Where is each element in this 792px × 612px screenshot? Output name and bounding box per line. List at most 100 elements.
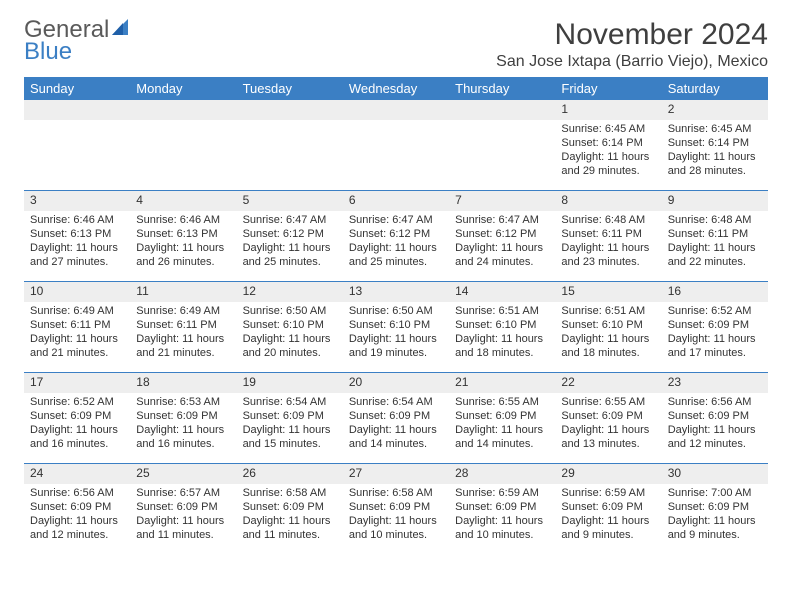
day-detail-line: Sunrise: 6:54 AM (243, 395, 337, 409)
calendar-day-cell: 7Sunrise: 6:47 AMSunset: 6:12 PMDaylight… (449, 191, 555, 282)
day-number: 23 (662, 373, 768, 393)
day-detail-line: Daylight: 11 hours and 15 minutes. (243, 423, 337, 452)
calendar-day-cell: 10Sunrise: 6:49 AMSunset: 6:11 PMDayligh… (24, 282, 130, 373)
day-number: 29 (555, 464, 661, 484)
day-detail-line: Daylight: 11 hours and 18 minutes. (455, 332, 549, 361)
calendar-empty-cell (343, 100, 449, 191)
day-detail-line: Sunrise: 6:45 AM (561, 122, 655, 136)
day-detail-line: Sunrise: 6:57 AM (136, 486, 230, 500)
day-detail-line: Sunset: 6:11 PM (561, 227, 655, 241)
day-number (343, 100, 449, 120)
day-detail-line: Sunrise: 6:46 AM (136, 213, 230, 227)
day-detail-line: Sunset: 6:09 PM (243, 409, 337, 423)
day-detail-line: Sunset: 6:12 PM (349, 227, 443, 241)
day-detail-line: Sunset: 6:09 PM (136, 500, 230, 514)
day-number: 28 (449, 464, 555, 484)
day-detail-line: Sunrise: 6:48 AM (561, 213, 655, 227)
day-detail-line: Daylight: 11 hours and 18 minutes. (561, 332, 655, 361)
day-number (449, 100, 555, 120)
calendar-day-cell: 28 Sunrise: 6:59 AMSunset: 6:09 PMDayligh… (449, 464, 555, 555)
day-detail-line: Sunset: 6:09 PM (455, 500, 549, 514)
calendar-day-cell: 22Sunrise: 6:55 AMSunset: 6:09 PMDayligh… (555, 373, 661, 464)
day-number: 7 (449, 191, 555, 211)
day-detail-line: Daylight: 11 hours and 29 minutes. (561, 150, 655, 179)
day-detail-line: Daylight: 11 hours and 9 minutes. (668, 514, 762, 543)
calendar-day-cell: 20Sunrise: 6:54 AMSunset: 6:09 PMDayligh… (343, 373, 449, 464)
calendar-day-cell: 6Sunrise: 6:47 AMSunset: 6:12 PMDaylight… (343, 191, 449, 282)
weekday-header: Thursday (449, 77, 555, 100)
day-detail-line: Sunset: 6:13 PM (30, 227, 124, 241)
day-detail-line: Sunrise: 6:50 AM (243, 304, 337, 318)
day-detail-line: Sunrise: 6:52 AM (30, 395, 124, 409)
calendar-day-cell: 15Sunrise: 6:51 AMSunset: 6:10 PMDayligh… (555, 282, 661, 373)
calendar-day-cell: 24Sunrise: 6:56 AMSunset: 6:09 PMDayligh… (24, 464, 130, 555)
logo-text-blue: Blue (24, 40, 132, 64)
day-detail-line: Daylight: 11 hours and 22 minutes. (668, 241, 762, 270)
weekday-header: Friday (555, 77, 661, 100)
calendar-day-cell: 18Sunrise: 6:53 AMSunset: 6:09 PMDayligh… (130, 373, 236, 464)
calendar-day-cell: 21Sunrise: 6:55 AMSunset: 6:09 PMDayligh… (449, 373, 555, 464)
day-number: 14 (449, 282, 555, 302)
day-detail-line: Sunset: 6:10 PM (349, 318, 443, 332)
weekday-header: Saturday (662, 77, 768, 100)
day-detail-line: Daylight: 11 hours and 28 minutes. (668, 150, 762, 179)
day-detail-line: Sunrise: 6:52 AM (668, 304, 762, 318)
day-detail-line: Sunrise: 6:58 AM (243, 486, 337, 500)
day-detail-line: Sunset: 6:09 PM (30, 500, 124, 514)
location-subtitle: San Jose Ixtapa (Barrio Viejo), Mexico (496, 53, 768, 71)
day-number: 1 (555, 100, 661, 120)
day-number: 12 (237, 282, 343, 302)
calendar-day-cell: 19Sunrise: 6:54 AMSunset: 6:09 PMDayligh… (237, 373, 343, 464)
calendar-table: SundayMondayTuesdayWednesdayThursdayFrid… (24, 77, 768, 554)
day-detail-line: Daylight: 11 hours and 26 minutes. (136, 241, 230, 270)
calendar-day-cell: 29Sunrise: 6:59 AMSunset: 6:09 PMDayligh… (555, 464, 661, 555)
calendar-day-cell: 25Sunrise: 6:57 AMSunset: 6:09 PMDayligh… (130, 464, 236, 555)
day-detail-line: Sunset: 6:09 PM (349, 500, 443, 514)
day-number: 2 (662, 100, 768, 120)
day-detail-line: Sunrise: 6:56 AM (668, 395, 762, 409)
logo: General Blue (24, 18, 132, 64)
day-detail-line: Daylight: 11 hours and 24 minutes. (455, 241, 549, 270)
day-detail-line: Daylight: 11 hours and 19 minutes. (349, 332, 443, 361)
month-title: November 2024 (496, 18, 768, 51)
day-detail-line: Sunset: 6:09 PM (455, 409, 549, 423)
day-detail-line: Sunrise: 6:56 AM (30, 486, 124, 500)
day-number: 30 (662, 464, 768, 484)
day-detail-line: Daylight: 11 hours and 25 minutes. (243, 241, 337, 270)
calendar-empty-cell (24, 100, 130, 191)
day-number: 11 (130, 282, 236, 302)
day-number: 24 (24, 464, 130, 484)
day-detail-line: Sunrise: 6:46 AM (30, 213, 124, 227)
day-number: 20 (343, 373, 449, 393)
day-detail-line: Sunrise: 6:59 AM (455, 486, 549, 500)
day-number (237, 100, 343, 120)
day-number: 16 (662, 282, 768, 302)
day-detail-line: Daylight: 11 hours and 10 minutes. (455, 514, 549, 543)
day-detail-line: Sunset: 6:11 PM (30, 318, 124, 332)
day-detail-line: Sunset: 6:09 PM (349, 409, 443, 423)
day-detail-line: Sunrise: 6:58 AM (349, 486, 443, 500)
day-detail-line: Sunset: 6:09 PM (30, 409, 124, 423)
day-number: 15 (555, 282, 661, 302)
calendar-day-cell: 26Sunrise: 6:58 AMSunset: 6:09 PMDayligh… (237, 464, 343, 555)
weekday-header: Sunday (24, 77, 130, 100)
day-detail-line: Sunrise: 6:49 AM (136, 304, 230, 318)
calendar-day-cell: 12Sunrise: 6:50 AMSunset: 6:10 PMDayligh… (237, 282, 343, 373)
logo-sail-icon (112, 18, 132, 42)
day-detail-line: Daylight: 11 hours and 10 minutes. (349, 514, 443, 543)
day-detail-line: Sunset: 6:14 PM (668, 136, 762, 150)
day-detail-line: Daylight: 11 hours and 23 minutes. (561, 241, 655, 270)
calendar-day-cell: 27 Sunrise: 6:58 AMSunset: 6:09 PMDayligh… (343, 464, 449, 555)
day-detail-line: Sunset: 6:12 PM (243, 227, 337, 241)
day-detail-line: Sunset: 6:10 PM (561, 318, 655, 332)
day-detail-line: Sunset: 6:14 PM (561, 136, 655, 150)
day-detail-line: Sunrise: 6:50 AM (349, 304, 443, 318)
day-number: 13 (343, 282, 449, 302)
day-detail-line: Sunrise: 6:53 AM (136, 395, 230, 409)
day-detail-line: Sunrise: 6:47 AM (349, 213, 443, 227)
day-detail-line: Daylight: 11 hours and 20 minutes. (243, 332, 337, 361)
day-detail-line: Daylight: 11 hours and 27 minutes. (30, 241, 124, 270)
day-number: 27 (343, 464, 449, 484)
day-detail-line: Sunset: 6:09 PM (668, 500, 762, 514)
day-detail-line: Daylight: 11 hours and 11 minutes. (243, 514, 337, 543)
